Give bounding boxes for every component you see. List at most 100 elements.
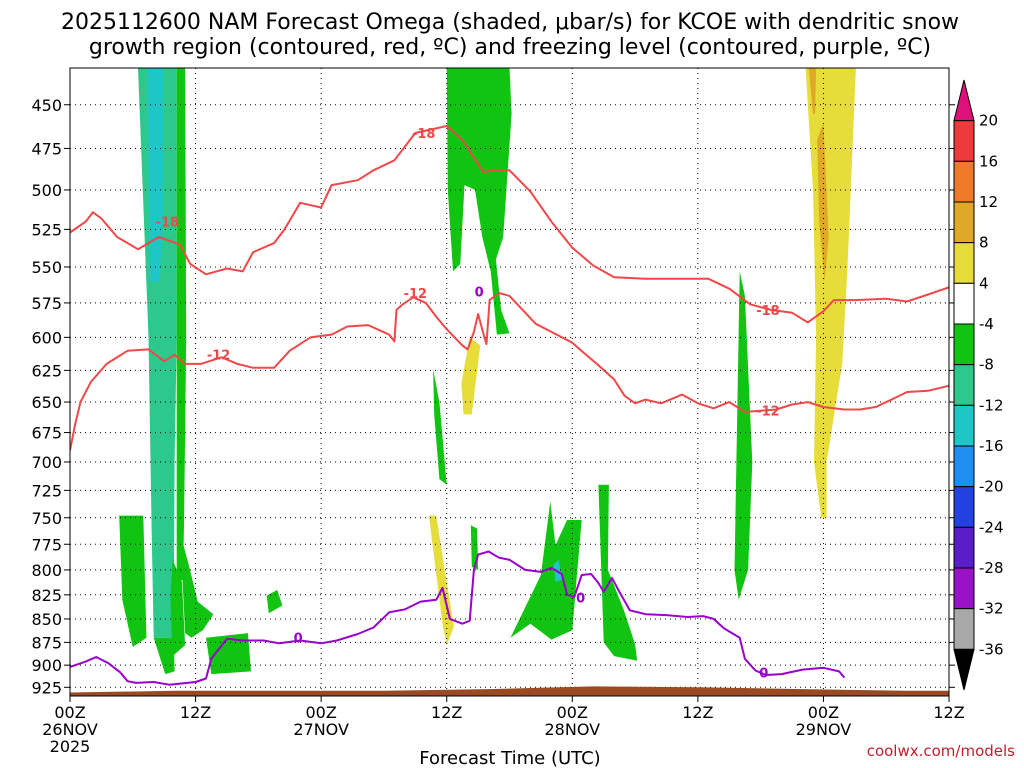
x-tick-label: 12Z: [682, 703, 713, 722]
dendritic-contour-label: -12: [207, 349, 231, 364]
y-tick-label: 800: [31, 561, 62, 580]
omega-region-yellow: [805, 68, 856, 518]
plot-frame: [69, 67, 950, 697]
y-tick-label: 650: [31, 393, 62, 412]
colorbar-label: -28: [979, 559, 1004, 577]
y-tick-label: 525: [31, 220, 62, 239]
freezing-contour-label: 0: [475, 286, 484, 301]
omega-region-yellow: [428, 515, 454, 646]
dendritic-contour-label: -12: [756, 405, 780, 420]
omega-region-green: [470, 525, 479, 570]
omega-region-yellow: [461, 337, 481, 415]
y-tick-label: 700: [31, 453, 62, 472]
x-tick-label: 12Z: [431, 703, 462, 722]
colorbar-label: -36: [979, 640, 1004, 658]
omega-region-green: [266, 589, 283, 614]
freezing-contour-label: 0: [294, 632, 303, 647]
y-tick-label: 575: [31, 294, 62, 313]
x-tick-label: 12Z: [933, 703, 964, 722]
x-tick-label: 00Z: [54, 703, 85, 722]
omega-region-green: [119, 515, 147, 647]
omega-region-orange: [817, 122, 829, 282]
y-axis: 450 475 500 525 550 575 600 625 650 675 700 725 750 7…: [31, 96, 955, 697]
freezing-contour-label: 0: [576, 592, 585, 607]
omega-region-orange: [808, 68, 817, 114]
x-tick-label: 26NOV: [42, 720, 98, 739]
credit-link[interactable]: coolwx.com/models: [867, 742, 1015, 760]
colorbar-bin: [953, 160, 975, 203]
colorbar-label: -8: [979, 356, 994, 374]
contour-labels: -18 -18 -18 -12 -12 -12 0 0 0 0: [156, 127, 780, 681]
y-tick-label: 875: [31, 633, 62, 652]
colorbar-label: -4: [979, 315, 994, 333]
colorbar-bin: [953, 526, 975, 569]
colorbar: 20 16 12 8 4 -4 -8 -12 -16 -20 -24 -28 -32 -36: [953, 79, 1004, 691]
x-axis-label: Forecast Time (UTC): [419, 748, 600, 768]
chart-title-line-1: 2025112600 NAM Forecast Omega (shaded, μ…: [61, 10, 959, 35]
y-tick-label: 450: [31, 96, 62, 115]
y-tick-label: 500: [31, 181, 62, 200]
x-tick-label: 2025: [50, 737, 91, 756]
contour-lines: [70, 125, 949, 686]
x-tick-label: 00Z: [808, 703, 839, 722]
y-tick-label: 775: [31, 535, 62, 554]
omega-region-green: [153, 637, 175, 675]
omega-region-green: [206, 633, 251, 675]
colorbar-label: 16: [979, 152, 998, 170]
y-tick-label: 475: [31, 139, 62, 158]
omega-region-cyan: [147, 68, 164, 282]
dendritic-contour-label: -18: [756, 304, 780, 319]
x-tick-label: 12Z: [180, 703, 211, 722]
colorbar-bin: [953, 323, 975, 366]
omega-region-green: [180, 535, 214, 638]
colorbar-label: -32: [979, 600, 1004, 618]
colorbar-bin: [953, 648, 975, 691]
x-tick-label: 29NOV: [796, 720, 852, 739]
colorbar-bin: [953, 486, 975, 528]
omega-region-green: [170, 559, 186, 657]
colorbar-label: -20: [979, 478, 1004, 496]
y-tick-label: 600: [31, 328, 62, 347]
colorbar-bin: [953, 445, 975, 488]
terrain-surface: [70, 686, 949, 696]
y-tick-label: 625: [31, 361, 62, 380]
dendritic-contour-label: -18: [156, 216, 180, 231]
colorbar-label: 4: [979, 274, 989, 292]
colorbar-bin: [953, 404, 975, 447]
colorbar-label: -16: [979, 437, 1004, 455]
colorbar-bin: [953, 608, 975, 650]
omega-region-green: [446, 68, 512, 335]
colorbar-bin: [953, 242, 975, 284]
colorbar-label: 12: [979, 193, 998, 211]
colorbar-bin: [953, 282, 975, 325]
omega-region-green: [598, 484, 638, 661]
colorbar-label: 8: [979, 234, 989, 252]
y-tick-label: 925: [31, 678, 62, 697]
colorbar-label: 20: [979, 112, 998, 130]
y-tick-label: 750: [31, 509, 62, 528]
y-tick-label: 900: [31, 656, 62, 675]
x-tick-label: 00Z: [305, 703, 336, 722]
colorbar-bin: [953, 79, 975, 122]
colorbar-label: -12: [979, 396, 1004, 414]
colorbar-label: -24: [979, 518, 1004, 536]
freezing-contour-label: 0: [759, 666, 768, 681]
x-tick-label: 28NOV: [544, 720, 600, 739]
dendritic-contour-label: -12: [404, 287, 428, 302]
x-tick-label: 27NOV: [293, 720, 349, 739]
colorbar-bin: [953, 201, 975, 244]
colorbar-bin: [953, 567, 975, 610]
colorbar-bin: [953, 120, 975, 162]
dendritic-contour-18: [70, 125, 949, 324]
dendritic-contour-label: -18: [412, 127, 436, 142]
y-tick-label: 825: [31, 586, 62, 605]
colorbar-bin: [953, 364, 975, 406]
omega-shading: [119, 68, 856, 675]
chart-title-line-2: growth region (contoured, red, ºC) and f…: [89, 35, 931, 60]
y-tick-label: 850: [31, 610, 62, 629]
omega-region-green: [734, 271, 753, 600]
y-tick-label: 675: [31, 424, 62, 443]
terrain-fill: [70, 686, 949, 696]
